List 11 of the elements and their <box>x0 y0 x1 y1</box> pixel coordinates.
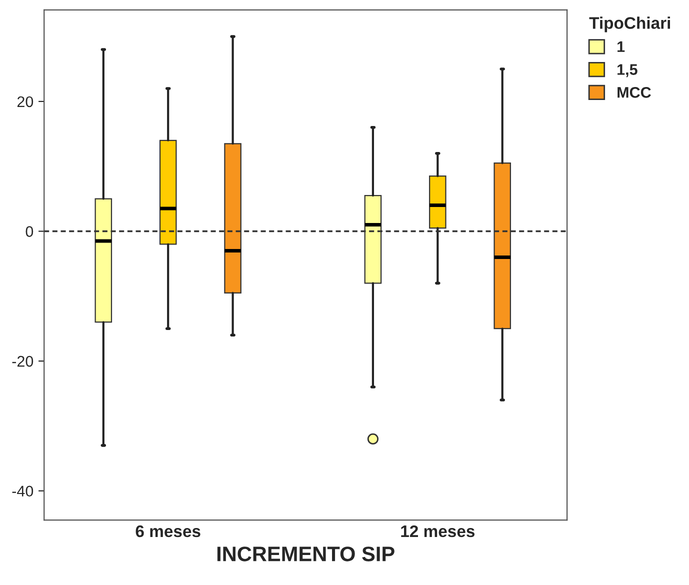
x-tick-label: 12 meses <box>401 525 475 538</box>
legend-title: TipoChiari <box>589 16 670 32</box>
legend-label: MCC <box>618 87 651 98</box>
y-tick-label: 0 <box>26 226 34 237</box>
x-axis-title: INCREMENTO SIP <box>217 546 394 562</box>
y-tick-label: -40 <box>12 486 34 497</box>
x-tick-label: 6 meses <box>136 525 200 538</box>
y-tick-label: -20 <box>12 356 34 367</box>
legend-label: 1,5 <box>618 64 638 78</box>
y-tick-label: 20 <box>17 96 34 108</box>
legend-label: 1 <box>618 41 625 52</box>
